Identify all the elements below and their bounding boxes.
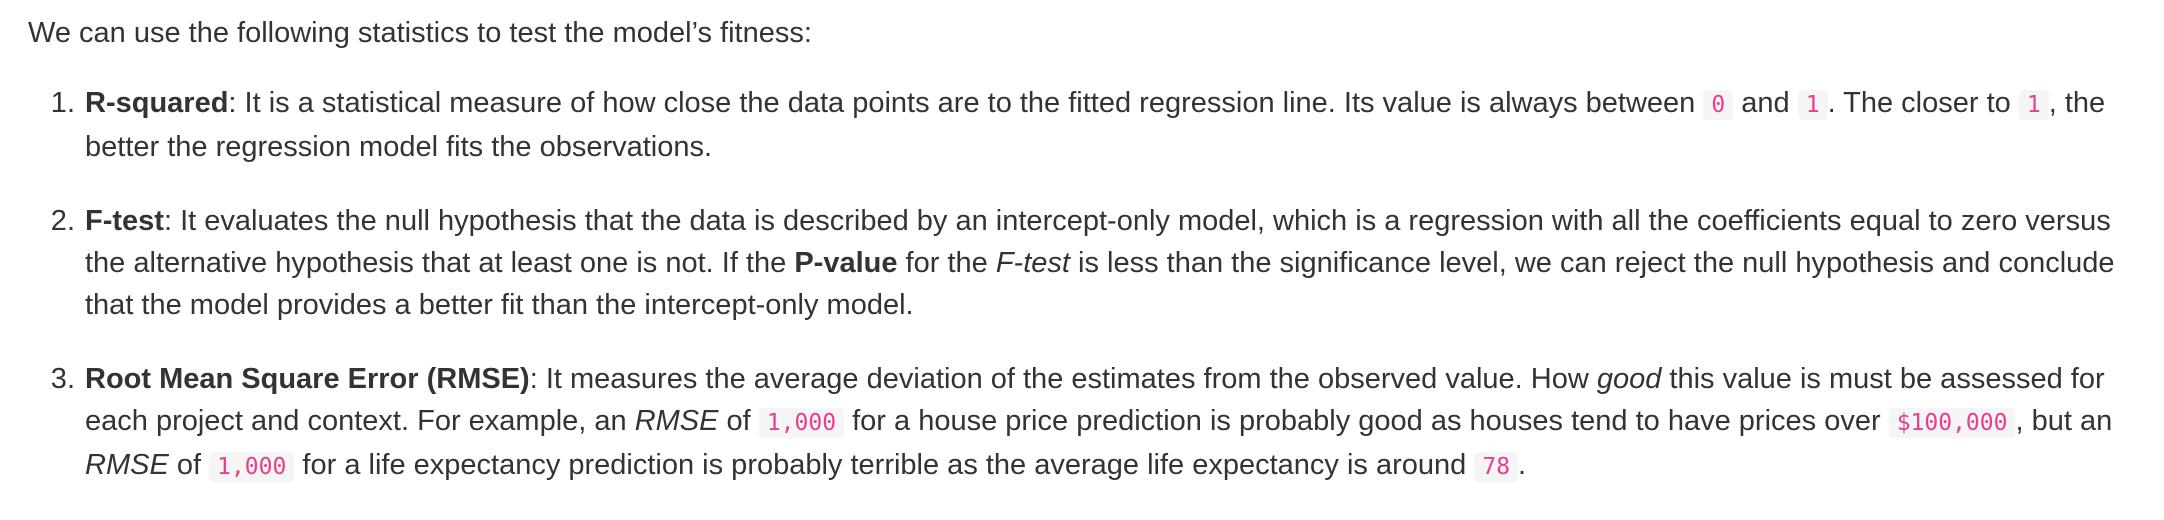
- inline-code: 1,000: [209, 452, 295, 482]
- item-text: : It is a statistical measure of how clo…: [228, 87, 1704, 119]
- term-rmse: Root Mean Square Error (RMSE): [85, 363, 530, 395]
- item-text: for a house price prediction is probably…: [844, 405, 1889, 437]
- document-body: We can use the following statistics to t…: [28, 12, 2138, 520]
- item-text: : It measures the average deviation of t…: [529, 363, 1597, 395]
- item-text: this value is must be assessed for each …: [85, 363, 2105, 437]
- italic-text: good: [1596, 363, 1662, 395]
- inline-code: 1: [1797, 90, 1828, 120]
- item-text: , but an: [2015, 405, 2113, 437]
- italic-text: RMSE: [85, 449, 169, 481]
- inline-code: 78: [1474, 452, 1519, 482]
- item-text: : It evaluates the null hypothesis that …: [85, 205, 2111, 279]
- inline-code: 0: [1703, 90, 1734, 120]
- statistics-list: R-squared: It is a statistical measure o…: [28, 82, 2138, 488]
- intro-paragraph: We can use the following statistics to t…: [28, 17, 812, 49]
- item-text: and: [1733, 87, 1798, 119]
- list-item-f-test: F-test: It evaluates the null hypothesis…: [39, 200, 2138, 326]
- italic-text: RMSE: [634, 405, 719, 437]
- item-text: of: [168, 449, 210, 481]
- inline-code: $100,000: [1888, 408, 2016, 438]
- item-text: , the better the regression model fits t…: [85, 87, 2106, 163]
- item-text: .: [1518, 449, 1527, 481]
- item-text: of: [718, 405, 759, 437]
- term-f-test: F-test: [85, 205, 164, 237]
- italic-text: F-test: [995, 247, 1070, 279]
- list-item-rmse: Root Mean Square Error (RMSE): It measur…: [39, 358, 2138, 488]
- list-item-r-squared: R-squared: It is a statistical measure o…: [39, 82, 2138, 168]
- inline-code: 1: [2018, 90, 2049, 120]
- item-text: for the: [897, 247, 996, 279]
- bold-text: P-value: [794, 247, 898, 279]
- item-text: . The closer to: [1827, 87, 2019, 119]
- item-text: for a life expectancy prediction is prob…: [294, 449, 1475, 481]
- item-text: is less than the significance level, we …: [85, 247, 2115, 321]
- inline-code: 1,000: [758, 408, 845, 438]
- term-r-squared: R-squared: [85, 87, 229, 119]
